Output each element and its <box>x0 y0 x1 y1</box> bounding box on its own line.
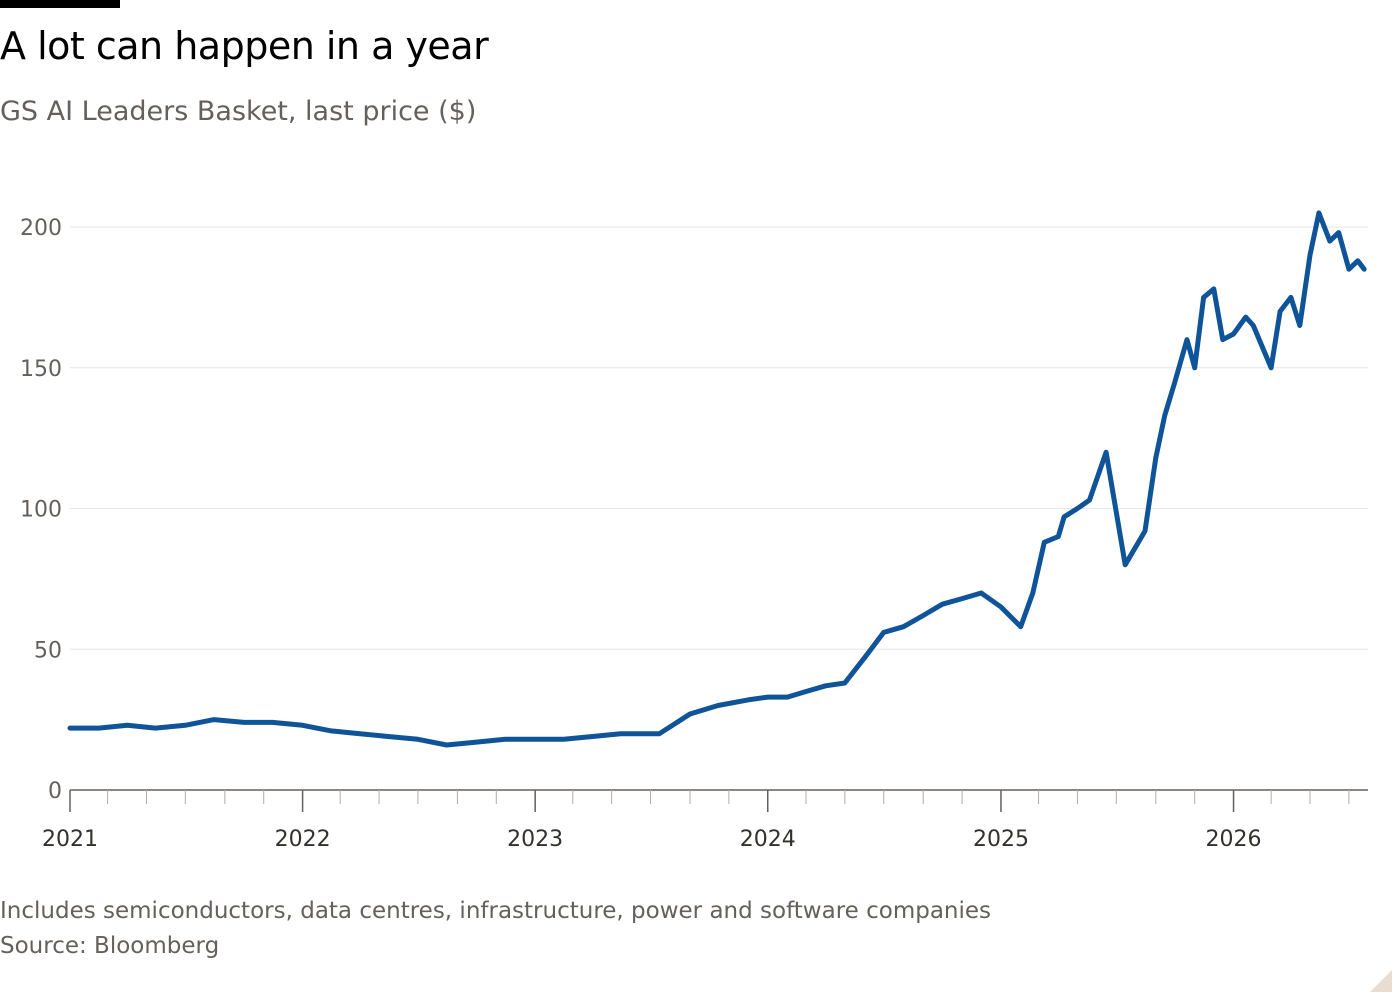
y-tick-label: 0 <box>48 779 62 804</box>
line-chart: 0 50 100 150 200 2021 2022 2023 2024 2025 2026 <box>20 210 1368 852</box>
y-tick-label: 50 <box>34 638 62 663</box>
chart-footnote: Includes semiconductors, data centres, i… <box>0 898 992 924</box>
chart-title: A lot can happen in a year <box>0 24 489 68</box>
x-tick-label: 2025 <box>973 827 1029 852</box>
y-tick-label: 150 <box>20 357 62 382</box>
price-series-line <box>67 210 1367 748</box>
chart-subtitle: GS AI Leaders Basket, last price ($) <box>0 96 477 127</box>
corner-fold-icon <box>1370 970 1392 992</box>
x-tick-label: 2026 <box>1206 827 1262 852</box>
x-tick-label: 2022 <box>275 827 331 852</box>
x-tick-label: 2021 <box>42 827 98 852</box>
top-accent-rule <box>0 0 120 8</box>
x-tick-label: 2023 <box>507 827 563 852</box>
y-tick-label: 100 <box>20 498 62 523</box>
x-tick-label: 2024 <box>740 827 796 852</box>
y-tick-label: 200 <box>20 216 62 241</box>
chart-source: Source: Bloomberg <box>0 933 220 959</box>
